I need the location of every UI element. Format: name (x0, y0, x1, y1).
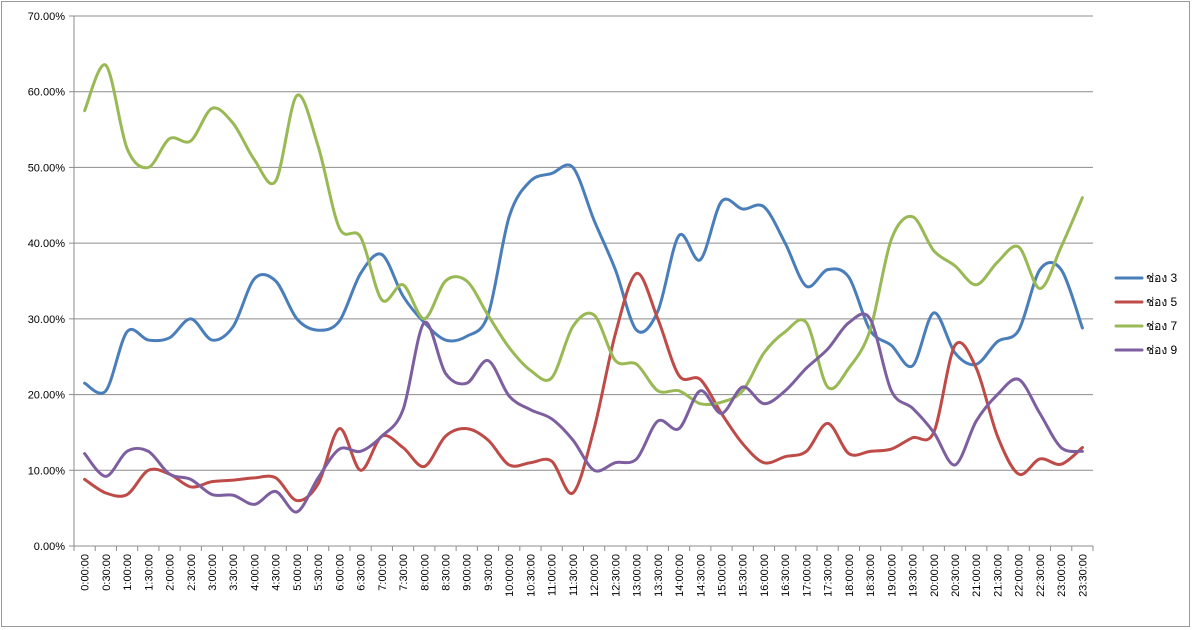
x-tick-label: 4:00:00 (249, 554, 261, 591)
x-tick-label: 7:00:00 (377, 554, 389, 591)
x-tick-label: 23:00:00 (1056, 554, 1068, 597)
x-tick-label: 15:30:00 (738, 554, 750, 597)
x-tick-label: 15:00:00 (716, 554, 728, 597)
x-tick-label: 9:30:00 (483, 554, 495, 591)
x-tick-label: 5:30:00 (313, 554, 325, 591)
x-tick-label: 18:30:00 (865, 554, 877, 597)
y-tick-label: 10.00% (28, 465, 66, 477)
gridlines (74, 15, 1093, 471)
x-tick-label: 16:00:00 (759, 554, 771, 597)
x-tick-label: 8:30:00 (441, 554, 453, 591)
y-tick-label: 60.00% (28, 87, 66, 99)
x-tick-label: 1:30:00 (143, 554, 155, 591)
x-tick-label: 3:30:00 (228, 554, 240, 591)
x-tick-label: 0:30:00 (101, 554, 113, 591)
x-tick-label: 8:00:00 (419, 554, 431, 591)
x-tick-label: 6:00:00 (334, 554, 346, 591)
x-tick-label: 13:30:00 (653, 554, 665, 597)
x-tick-label: 6:30:00 (356, 554, 368, 591)
series-line-3 (83, 63, 1084, 407)
y-tick-label: 30.00% (28, 314, 66, 326)
x-tick-label: 5:00:00 (292, 554, 304, 591)
y-tick-label: 0.00% (34, 541, 65, 553)
series-line-2 (83, 271, 1084, 503)
x-tick-label: 22:00:00 (1014, 554, 1026, 597)
legend-label: ช่อง 5 (1146, 295, 1178, 309)
series-line-1 (83, 163, 1084, 395)
x-tick-label: 19:30:00 (908, 554, 920, 597)
y-axis-tick-labels: 0.00% 10.00% 20.00% 30.00% 40.00% 50.00% 60.00… (28, 11, 66, 553)
y-tick-label: 70.00% (28, 11, 66, 23)
x-tick-label: 23:30:00 (1077, 554, 1089, 597)
series-line-4 (83, 312, 1084, 514)
x-tick-label: 14:30:00 (695, 554, 707, 597)
x-tick-label: 1:00:00 (122, 554, 134, 591)
y-tick-label: 40.00% (28, 238, 66, 250)
x-tick-label: 13:00:00 (632, 554, 644, 597)
x-tick-label: 2:00:00 (165, 554, 177, 591)
x-tick-label: 12:00:00 (589, 554, 601, 597)
x-tick-label: 7:30:00 (398, 554, 410, 591)
x-tick-label: 21:30:00 (992, 554, 1004, 597)
x-tick-label: 17:00:00 (801, 554, 813, 597)
legend-label: ช่อง 7 (1146, 319, 1178, 333)
x-tick-label: 2:30:00 (186, 554, 198, 591)
series-lines (83, 63, 1084, 514)
x-tick-label: 20:30:00 (950, 554, 962, 597)
x-tick-label: 12:30:00 (610, 554, 622, 597)
x-tick-label: 11:00:00 (547, 554, 559, 596)
x-tick-label: 11:30:00 (568, 554, 580, 596)
x-tick-label: 20:00:00 (929, 554, 941, 597)
x-tick-label: 14:00:00 (674, 554, 686, 597)
legend-label: ช่อง 9 (1146, 343, 1178, 357)
x-tick-label: 4:30:00 (271, 554, 283, 591)
x-tick-label: 9:00:00 (462, 554, 474, 591)
x-tick-label: 18:00:00 (844, 554, 856, 597)
x-tick-label: 17:30:00 (823, 554, 835, 597)
legend: ช่อง 3 ช่อง 5 ช่อง 7 ช่อง 9 (1114, 271, 1178, 357)
x-tick-label: 10:30:00 (525, 554, 537, 597)
x-tick-label: 19:00:00 (886, 554, 898, 597)
x-tick-label: 3:00:00 (207, 554, 219, 591)
x-tick-label: 22:30:00 (1035, 554, 1047, 597)
x-tick-label: 10:00:00 (504, 554, 516, 597)
legend-label: ช่อง 3 (1146, 271, 1178, 285)
y-tick-label: 20.00% (28, 390, 66, 402)
x-tick-label: 0:00:00 (80, 554, 92, 591)
axes (69, 15, 1094, 551)
x-tick-label: 16:30:00 (780, 554, 792, 597)
x-axis-tick-labels: 0:00:00 0:30:00 1:00:00 1:30:00 2:00:00 2:30:… (80, 554, 1090, 597)
y-tick-label: 50.00% (28, 162, 66, 174)
x-tick-label: 21:00:00 (971, 554, 983, 597)
